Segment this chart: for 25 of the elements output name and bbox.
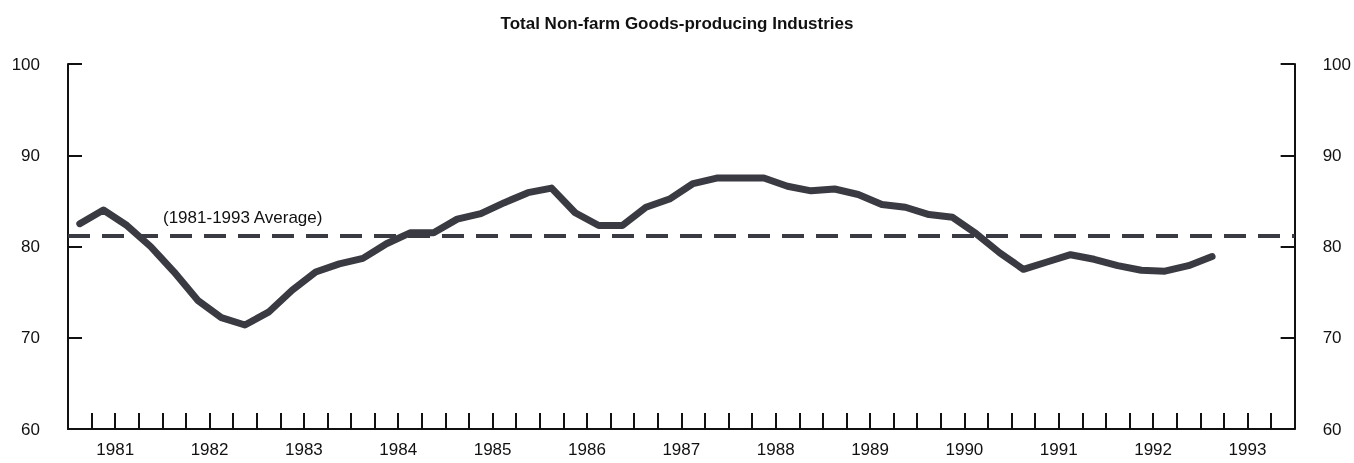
x-tick-label: 1987 [662,440,701,459]
x-tick-label: 1992 [1134,440,1173,459]
x-tick-label: 1991 [1039,440,1078,459]
x-tick-label: 1989 [851,440,889,459]
x-tick-label: 1993 [1228,440,1267,459]
chart-title: Total Non-farm Goods-producing Industries [500,14,854,33]
ref-line-label: (1981-1993 Average) [163,207,323,227]
y-tick-label: 80 [21,237,40,256]
x-tick-label: 1983 [284,440,323,459]
y-tick-label: 100 [11,54,40,74]
x-tick-label: 1982 [190,440,229,459]
y2-tick-label: 90 [1322,145,1342,165]
y-tick-label: 60 [21,419,40,439]
y-tick-label: 90 [21,145,40,165]
x-tick-label: 1981 [96,440,135,459]
x-tick-label: 1986 [568,440,606,459]
x-tick-label: 1985 [473,440,512,459]
y2-tick-label: 70 [1322,328,1342,348]
y-tick-label: 70 [21,328,40,348]
y2-tick-label: 80 [1322,237,1342,256]
x-tick-label: 1984 [379,440,418,459]
y2-tick-label: 100 [1322,54,1352,74]
y2-tick-label: 60 [1322,419,1342,439]
x-tick-label: 1990 [945,440,984,459]
x-tick-label: 1988 [756,440,795,459]
